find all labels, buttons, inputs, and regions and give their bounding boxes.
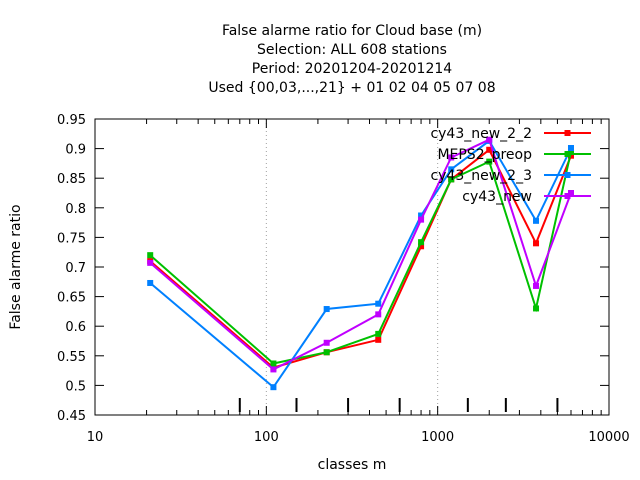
data-point: [375, 300, 382, 307]
x-tick-label: 10000: [588, 430, 629, 445]
y-tick-label: 0.45: [57, 409, 86, 424]
data-point: [418, 239, 425, 246]
data-point: [323, 339, 330, 346]
legend-marker: [564, 151, 571, 157]
legend-marker: [564, 172, 571, 178]
legend-label: cy43_new_2_2: [430, 126, 532, 142]
data-point: [418, 212, 425, 219]
data-point: [270, 366, 277, 373]
data-point: [448, 154, 455, 161]
data-point: [486, 146, 493, 153]
x-axis: 10 100 1000 10000: [87, 119, 630, 445]
y-tick-label: 0.7: [65, 261, 86, 276]
y-tick-label: 0.9: [65, 143, 86, 158]
data-point: [270, 384, 277, 391]
data-point: [533, 240, 540, 247]
x-axis-label: classes m: [318, 457, 387, 473]
data-point: [448, 176, 455, 183]
data-point: [533, 305, 540, 312]
legend-marker: [564, 193, 571, 199]
chart-title-line: False alarme ratio for Cloud base (m): [222, 23, 482, 39]
legend-label: MEPS2_preop: [437, 147, 532, 163]
series: [147, 136, 574, 391]
chart-title-line: Period: 20201204-20201214: [252, 61, 452, 77]
data-point: [147, 252, 154, 259]
chart-title-line: Used {00,03,...,21} + 01 02 04 05 07 08: [208, 80, 495, 96]
y-tick-label: 0.65: [57, 291, 86, 306]
class-marks: [238, 398, 559, 412]
legend: cy43_new_2_2 MEPS2_preop cy43_new_2_3 cy43_…: [430, 126, 591, 205]
data-point: [270, 360, 277, 367]
data-point: [533, 282, 540, 289]
chart-title-line: Selection: ALL 608 stations: [257, 42, 447, 58]
data-point: [147, 259, 154, 266]
y-axis: 0.45 0.5 0.55 0.6 0.65 0.7 0.75 0.8 0.85 0.9 0.95: [57, 113, 609, 424]
data-point: [486, 136, 493, 143]
x-tick-label: 1000: [421, 430, 454, 445]
data-point: [375, 336, 382, 343]
y-tick-label: 0.5: [65, 379, 86, 394]
data-point: [486, 158, 493, 165]
y-axis-label: False alarme ratio: [8, 204, 24, 329]
data-point: [567, 148, 574, 155]
data-point: [375, 311, 382, 318]
chart-title: False alarme ratio for Cloud base (m) Sel…: [208, 23, 495, 96]
y-tick-label: 0.55: [57, 350, 86, 365]
y-tick-label: 0.75: [57, 231, 86, 246]
data-point: [147, 279, 154, 286]
data-point: [323, 306, 330, 313]
data-point: [567, 190, 574, 196]
x-tick-label: 10: [87, 430, 104, 445]
plot-area-border: [94, 118, 610, 416]
data-point: [323, 349, 330, 356]
data-point: [375, 330, 382, 337]
data-point: [418, 216, 425, 223]
y-tick-label: 0.85: [57, 172, 86, 187]
legend-label: cy43_new: [462, 189, 532, 205]
grid: [265, 119, 439, 415]
y-tick-label: 0.6: [65, 320, 86, 335]
data-point: [567, 145, 574, 152]
legend-label: cy43_new_2_3: [430, 168, 532, 184]
data-point: [533, 217, 540, 224]
data-point: [448, 166, 455, 173]
data-point: [418, 243, 425, 250]
x-tick-label: 100: [254, 430, 279, 445]
y-tick-label: 0.8: [65, 202, 86, 217]
y-tick-label: 0.95: [57, 113, 86, 128]
legend-marker: [564, 130, 571, 136]
